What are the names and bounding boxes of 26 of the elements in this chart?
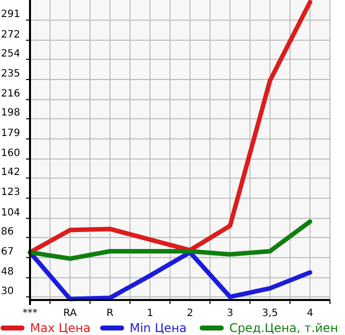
x-tick-label: 2: [186, 308, 194, 319]
x-tick-label: 3: [226, 308, 234, 319]
y-tick-label: 254: [1, 48, 20, 60]
y-tick-label: 216: [1, 88, 20, 100]
y-tick-label: 104: [1, 207, 20, 218]
x-tick-label: 3,5: [262, 308, 278, 319]
x-tick-label: 1: [146, 308, 154, 319]
legend-label: Max Цена: [30, 321, 91, 335]
y-tick-label: 179: [1, 128, 20, 139]
y-tick-label: 30: [1, 286, 14, 297]
legend-label: Сред.Цена, т.йен: [229, 321, 338, 335]
x-tick-label: ***: [22, 308, 38, 319]
y-tick-label: 160: [1, 148, 20, 160]
x-tick-label: R: [106, 308, 114, 319]
x-tick-label: RA: [63, 308, 77, 319]
y-tick-label: 272: [1, 29, 20, 40]
y-tick-label: 48: [1, 266, 14, 278]
y-tick-label: 235: [1, 68, 20, 80]
y-tick-label: 291: [1, 9, 20, 20]
y-tick-label: 198: [1, 108, 20, 119]
y-tick-label: 67: [1, 246, 14, 258]
y-tick-label: 123: [1, 187, 20, 198]
legend-label: Min Цена: [130, 321, 187, 335]
y-tick-label: 142: [1, 167, 20, 178]
x-tick-label: 4: [306, 308, 314, 319]
y-tick-label: 86: [1, 226, 14, 238]
